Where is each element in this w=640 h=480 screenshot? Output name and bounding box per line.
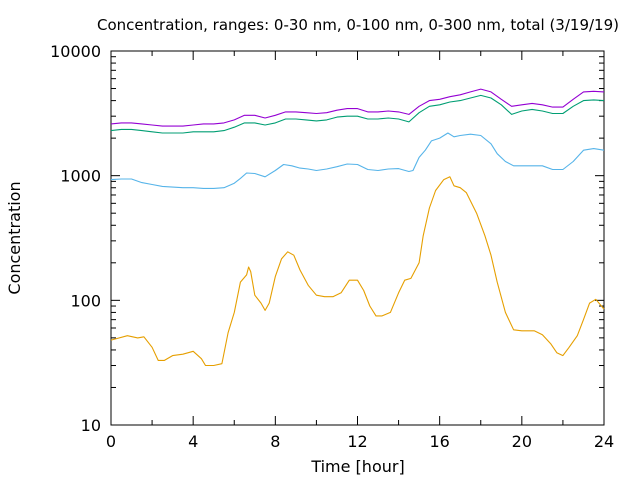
x-axis-ticks: 0 4 8 12 16 20 24 xyxy=(106,51,614,451)
x-tick-label: 24 xyxy=(594,432,614,451)
series-0-30nm-line xyxy=(110,176,605,367)
x-tick-label: 16 xyxy=(429,432,449,451)
series-0-100nm-line xyxy=(110,132,605,189)
x-axis-label: Time [hour] xyxy=(310,457,404,476)
chart-title: Concentration, ranges: 0-30 nm, 0-100 nm… xyxy=(97,16,619,34)
x-tick-label: 4 xyxy=(188,432,198,451)
y-tick-label: 10000 xyxy=(50,42,101,61)
series-layer xyxy=(110,88,605,367)
plot-border xyxy=(110,50,605,426)
x-tick-label: 8 xyxy=(270,432,280,451)
y-axis-label: Concentration xyxy=(5,181,24,294)
x-tick-label: 12 xyxy=(347,432,367,451)
x-tick-label: 20 xyxy=(512,432,532,451)
plot-frame xyxy=(110,50,605,426)
y-tick-label: 1000 xyxy=(60,167,101,186)
x-tick-label: 0 xyxy=(106,432,116,451)
y-tick-label: 10 xyxy=(81,416,101,435)
series-total-line xyxy=(110,88,605,127)
y-tick-label: 100 xyxy=(70,291,101,310)
series-0-300nm-line xyxy=(110,94,605,134)
y-axis-ticks: 10 100 1000 10000 xyxy=(50,42,604,435)
